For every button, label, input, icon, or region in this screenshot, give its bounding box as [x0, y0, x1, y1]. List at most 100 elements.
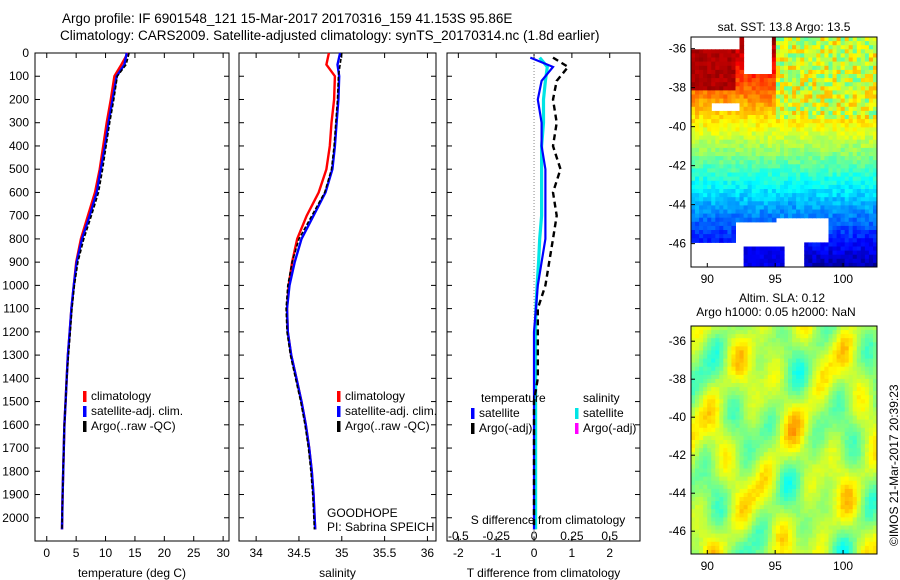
map-cell: [832, 533, 838, 539]
map-cell: [735, 127, 741, 133]
map-cell: [860, 431, 866, 437]
map-cell: [723, 411, 728, 417]
map-cell: [828, 444, 834, 449]
map-cell: [796, 189, 801, 194]
map-cell: [808, 110, 813, 116]
map-cell: [780, 110, 785, 116]
map-cell: [707, 545, 712, 551]
map-cell: [864, 338, 870, 343]
map-cell: [751, 537, 757, 543]
map-cell: [788, 399, 793, 404]
map-cell: [852, 254, 858, 260]
map-cell: [828, 435, 834, 441]
map-cell: [759, 147, 765, 153]
map-cell: [727, 172, 732, 178]
map-cell: [739, 94, 745, 100]
map-cell: [796, 456, 801, 461]
map-cell: [727, 480, 732, 486]
map-cell: [747, 193, 753, 198]
map-cell: [780, 509, 785, 514]
map-cell: [703, 541, 708, 547]
map-cell: [755, 395, 761, 400]
map-cell: [731, 180, 736, 186]
map-cell: [812, 492, 817, 498]
map-cell: [808, 460, 813, 466]
map-cell: [792, 346, 797, 352]
map-cell: [840, 234, 846, 239]
map-cell: [747, 497, 753, 502]
map-cell: [707, 391, 712, 396]
map-cell: [816, 431, 821, 437]
map-cell: [780, 82, 785, 87]
map-cell: [731, 468, 736, 474]
map-cell: [763, 460, 769, 466]
map-cell: [719, 147, 724, 153]
map-cell: [695, 525, 700, 531]
map-cell: [800, 86, 805, 91]
map-cell: [731, 205, 736, 211]
map-cell: [751, 419, 757, 425]
map-cell: [856, 94, 862, 100]
map-cell: [788, 497, 793, 502]
map-cell: [820, 330, 825, 335]
map-cell: [780, 57, 785, 63]
map-cell: [723, 180, 728, 186]
map-cell: [735, 431, 741, 437]
map-cell: [763, 180, 769, 186]
map-cell: [711, 156, 716, 161]
map-cell: [864, 209, 870, 215]
map-cell: [755, 106, 761, 112]
map-cell: [844, 49, 850, 54]
map-cell: [691, 509, 696, 514]
map-cell: [832, 468, 838, 474]
map-cell: [848, 147, 854, 153]
map-cell: [852, 201, 858, 206]
map-cell: [771, 119, 777, 124]
map-cell: [792, 497, 797, 502]
map-cell: [735, 115, 741, 120]
map-cell: [780, 448, 785, 453]
map-cell: [824, 176, 829, 182]
map-cell: [780, 513, 785, 518]
map-cell: [719, 90, 724, 96]
legend-label: satellite-adj. clim.: [91, 404, 183, 418]
map-cell: [840, 221, 846, 227]
map-cell: [836, 242, 842, 248]
map-cell: [715, 509, 720, 514]
map-cell: [848, 525, 854, 531]
map-cell: [832, 209, 838, 215]
map-cell: [703, 61, 708, 67]
map-cell: [780, 415, 785, 421]
map-cell: [844, 131, 850, 137]
map-cell: [868, 427, 874, 433]
map-cell: [844, 94, 850, 100]
map-cell: [852, 435, 858, 441]
map-cell: [767, 378, 773, 384]
map-cell: [739, 123, 745, 128]
map-cell: [739, 452, 745, 457]
map-cell: [699, 362, 704, 368]
map-cell: [771, 423, 777, 429]
map-cell: [808, 127, 813, 133]
map-cell: [788, 201, 793, 206]
map-cell: [864, 61, 870, 67]
map-cell: [820, 431, 825, 437]
map-cell: [852, 480, 858, 486]
map-cell: [873, 476, 877, 482]
map-cell: [864, 123, 870, 128]
map-cell: [860, 423, 866, 429]
map-cell: [723, 403, 728, 409]
map-cell: [771, 94, 777, 100]
map-cell: [800, 492, 805, 498]
map-cell: [812, 525, 817, 531]
map-cell: [751, 423, 757, 429]
map-cell: [860, 427, 866, 433]
map-cell: [820, 354, 825, 360]
map-cell: [767, 525, 773, 531]
map-field: [691, 326, 877, 554]
map-cell: [864, 74, 870, 79]
map-cell: [852, 541, 858, 547]
map-cell: [767, 346, 773, 352]
map-cell: [852, 411, 858, 417]
map-cell: [703, 110, 708, 116]
